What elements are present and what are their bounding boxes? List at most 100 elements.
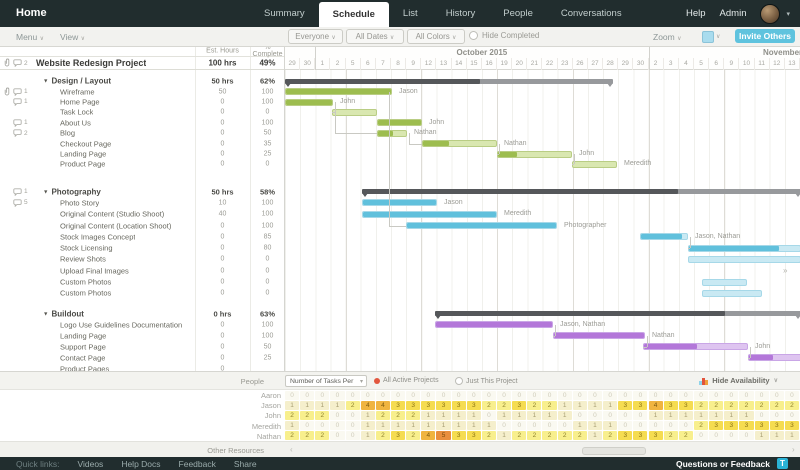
availability-cell[interactable]: 0 <box>557 421 572 431</box>
availability-cell[interactable]: 2 <box>315 431 330 441</box>
availability-cell[interactable]: 1 <box>421 421 436 431</box>
availability-cell[interactable]: 1 <box>330 400 345 410</box>
comment-bubble-icon[interactable] <box>13 183 22 201</box>
task-row-support-page[interactable]: 0 50 Support Page <box>0 341 284 352</box>
gantt-bar-photo-story[interactable] <box>362 199 437 207</box>
availability-cell[interactable]: 2 <box>497 400 512 410</box>
availability-cell[interactable]: 2 <box>285 411 300 420</box>
avatar[interactable] <box>760 3 781 24</box>
footer-link-share[interactable]: Share <box>233 459 257 469</box>
availability-cell[interactable]: 0 <box>527 421 542 431</box>
availability-cell[interactable]: 5 <box>436 431 451 441</box>
gantt-bar-home-page[interactable] <box>285 98 333 106</box>
gantt-bar-review-shots[interactable] <box>688 255 800 263</box>
day-header-cell[interactable]: 30 <box>300 58 316 70</box>
task-row-checkout-page[interactable]: 0 35 Checkout Page <box>0 138 284 148</box>
availability-cell[interactable]: 0 <box>739 390 754 400</box>
gantt-bar-support-page[interactable] <box>643 343 748 350</box>
gantt-bar-landing-page[interactable] <box>553 332 645 339</box>
day-header-cell[interactable]: 14 <box>452 58 467 70</box>
availability-cell[interactable]: 0 <box>618 421 633 431</box>
availability-cell[interactable]: 0 <box>587 390 603 400</box>
availability-cell[interactable]: 3 <box>769 421 784 431</box>
availability-cell[interactable]: 3 <box>633 400 648 410</box>
availability-cell[interactable]: 1 <box>436 411 451 420</box>
availability-cell[interactable]: 0 <box>497 390 512 400</box>
gantt-bar-logo-use-guidelines-documentation[interactable] <box>435 321 553 328</box>
task-row-custom-photos[interactable]: 0 0 Custom Photos <box>0 276 284 287</box>
availability-cell[interactable]: 0 <box>345 431 360 441</box>
availability-cell[interactable]: 2 <box>315 411 330 420</box>
availability-cell[interactable]: 0 <box>375 390 390 400</box>
day-header-cell[interactable]: 12 <box>421 58 437 70</box>
gantt-bar-original-content-studio-shoot[interactable] <box>362 210 497 218</box>
day-header-cell[interactable]: 3 <box>664 58 679 70</box>
everyone-dropdown[interactable]: Everyone ∨ <box>288 29 343 44</box>
availability-cell[interactable]: 1 <box>497 431 512 441</box>
availability-cell[interactable]: 1 <box>391 421 406 431</box>
availability-cell[interactable]: 1 <box>451 421 466 431</box>
comment-bubble-icon[interactable] <box>13 54 22 72</box>
availability-cell[interactable]: 1 <box>527 411 542 420</box>
availability-cell[interactable]: 4 <box>421 431 436 441</box>
availability-cell[interactable]: 0 <box>587 411 603 420</box>
gantt-bar-task-lock[interactable] <box>332 108 377 116</box>
availability-cell[interactable]: 0 <box>633 411 648 420</box>
availability-cell[interactable]: 0 <box>709 390 724 400</box>
availability-cell[interactable]: 1 <box>421 411 436 420</box>
task-row-review-shots[interactable]: 0 0 Review Shots <box>0 254 284 265</box>
availability-cell[interactable]: 2 <box>739 400 754 410</box>
comment-bubble-icon[interactable] <box>13 93 22 111</box>
availability-cell[interactable]: 0 <box>330 421 345 431</box>
availability-cell[interactable]: 1 <box>557 411 572 420</box>
task-row-product-pages[interactable]: 0 Product Pages <box>0 363 284 371</box>
availability-cell[interactable]: 1 <box>739 411 754 420</box>
task-row-design-layout[interactable]: 50 hrs 62% ▼ Design / Layout <box>0 76 284 86</box>
availability-cell[interactable]: 0 <box>481 390 496 400</box>
footer-link-videos[interactable]: Videos <box>77 459 104 469</box>
availability-cell[interactable]: 1 <box>769 431 784 441</box>
zoom-dropdown[interactable]: Zoom ∨ <box>653 32 682 42</box>
availability-cell[interactable]: 3 <box>451 400 466 410</box>
offscreen-bar-icon[interactable]: » <box>783 265 788 275</box>
gantt-bar-original-content-location-shoot[interactable] <box>406 222 557 230</box>
availability-cell[interactable]: 2 <box>542 431 557 441</box>
availability-cell[interactable]: 2 <box>481 400 496 410</box>
availability-cell[interactable]: 0 <box>648 390 663 400</box>
swatch-caret-icon[interactable]: ∨ <box>716 34 721 40</box>
day-header-cell[interactable]: 29 <box>285 58 301 70</box>
availability-cell[interactable]: 0 <box>693 431 709 441</box>
availability-cell[interactable]: 3 <box>648 431 663 441</box>
availability-cell[interactable]: 1 <box>285 421 300 431</box>
gantt-bar-checkout-page[interactable] <box>422 140 497 148</box>
task-row-stock-licensing[interactable]: 0 80 Stock Licensing <box>0 243 284 254</box>
tab-people[interactable]: People <box>503 8 533 19</box>
gantt-bar-landing-page[interactable] <box>497 150 572 158</box>
questions-feedback-link[interactable]: Questions or Feedback <box>676 459 770 469</box>
availability-cell[interactable]: 1 <box>285 400 300 410</box>
view-dropdown[interactable]: View ∨ <box>60 32 86 42</box>
admin-link[interactable]: Admin <box>719 8 747 19</box>
availability-cell[interactable]: 0 <box>784 390 799 400</box>
availability-cell[interactable]: 0 <box>315 390 330 400</box>
availability-cell[interactable]: 2 <box>693 400 709 410</box>
gantt-bar-about-us[interactable] <box>377 119 422 127</box>
availability-cell[interactable]: 1 <box>360 421 375 431</box>
availability-cell[interactable]: 2 <box>345 400 360 410</box>
comment-bubble-icon[interactable] <box>13 124 22 142</box>
day-header-cell[interactable]: 20 <box>512 58 528 70</box>
availability-cell[interactable]: 2 <box>693 421 709 431</box>
availability-cell[interactable]: 0 <box>648 421 663 431</box>
availability-cell[interactable]: 1 <box>603 421 618 431</box>
day-header-cell[interactable]: 9 <box>724 58 740 70</box>
availability-cell[interactable]: 0 <box>300 390 315 400</box>
day-header-cell[interactable]: 29 <box>618 58 634 70</box>
availability-cell[interactable]: 2 <box>663 431 678 441</box>
day-header-cell[interactable]: 22 <box>542 58 558 70</box>
availability-cell[interactable]: 1 <box>466 421 481 431</box>
availability-cell[interactable]: 0 <box>330 390 345 400</box>
task-row-product-page[interactable]: 0 0 Product Page <box>0 159 284 169</box>
day-header-cell[interactable]: 1 <box>315 58 331 70</box>
availability-cell[interactable]: 0 <box>406 390 421 400</box>
availability-cell[interactable]: 0 <box>315 421 330 431</box>
